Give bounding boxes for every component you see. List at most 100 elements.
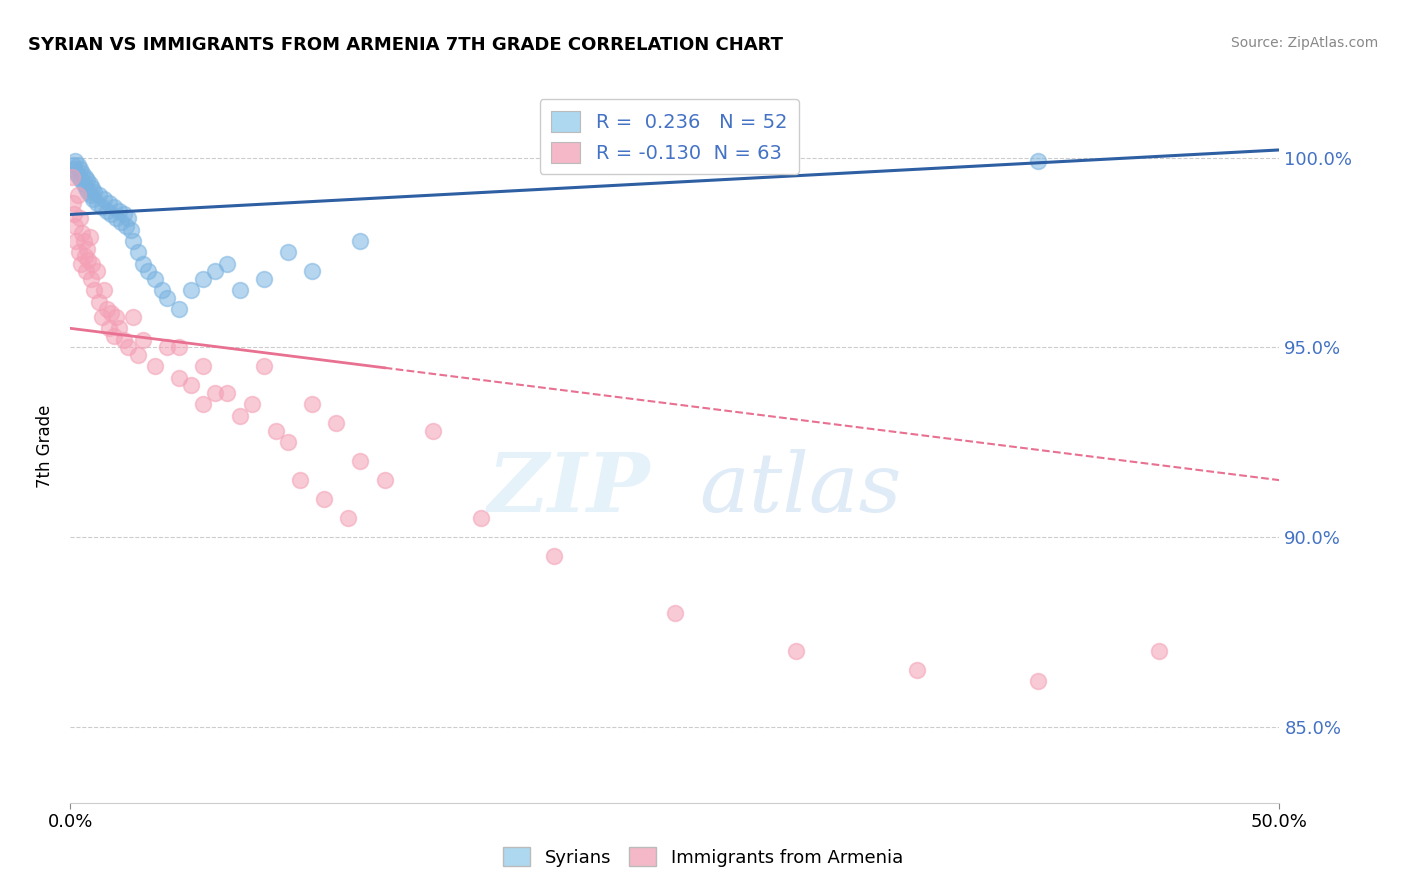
Point xyxy=(204,385,226,400)
Point xyxy=(156,291,179,305)
Point xyxy=(1026,674,1049,689)
Point xyxy=(228,284,250,298)
Point xyxy=(65,234,87,248)
Point xyxy=(105,310,128,324)
Point xyxy=(117,211,139,226)
Y-axis label: 7th Grade: 7th Grade xyxy=(37,404,55,488)
Point xyxy=(63,154,86,169)
Point xyxy=(96,203,118,218)
Point xyxy=(79,230,101,244)
Point xyxy=(77,185,100,199)
Point xyxy=(122,234,145,248)
Point xyxy=(70,173,93,187)
Point xyxy=(301,264,323,278)
Point xyxy=(136,264,159,278)
Point xyxy=(67,169,90,184)
Point xyxy=(253,359,276,374)
Point xyxy=(73,249,96,263)
Point xyxy=(349,234,371,248)
Point xyxy=(83,284,105,298)
Point xyxy=(86,264,108,278)
Point xyxy=(905,663,928,677)
Point xyxy=(301,397,323,411)
Point xyxy=(127,348,149,362)
Point xyxy=(90,310,112,324)
Point xyxy=(79,177,101,191)
Point xyxy=(785,644,807,658)
Point xyxy=(69,211,91,226)
Point xyxy=(422,424,444,438)
Point xyxy=(314,492,336,507)
Text: atlas: atlas xyxy=(699,449,901,529)
Point xyxy=(193,359,215,374)
Point xyxy=(70,257,93,271)
Point xyxy=(72,166,94,180)
Point xyxy=(150,284,173,298)
Point xyxy=(76,173,98,187)
Point xyxy=(63,161,86,176)
Point xyxy=(217,257,239,271)
Point xyxy=(217,385,239,400)
Point xyxy=(167,370,190,384)
Text: SYRIAN VS IMMIGRANTS FROM ARMENIA 7TH GRADE CORRELATION CHART: SYRIAN VS IMMIGRANTS FROM ARMENIA 7TH GR… xyxy=(28,36,783,54)
Point xyxy=(69,161,91,176)
Point xyxy=(204,264,226,278)
Point xyxy=(96,302,118,317)
Point xyxy=(112,207,135,221)
Point xyxy=(374,473,396,487)
Point xyxy=(228,409,250,423)
Point xyxy=(66,158,89,172)
Point xyxy=(72,177,94,191)
Point xyxy=(543,549,565,563)
Point xyxy=(67,245,90,260)
Point xyxy=(103,200,125,214)
Point xyxy=(277,435,299,450)
Point xyxy=(100,306,122,320)
Point xyxy=(253,272,276,286)
Point xyxy=(132,333,155,347)
Point xyxy=(65,166,87,180)
Point xyxy=(80,272,103,286)
Point xyxy=(115,219,138,233)
Point xyxy=(337,511,360,525)
Point xyxy=(127,245,149,260)
Point xyxy=(89,294,111,309)
Point xyxy=(325,416,347,430)
Point xyxy=(72,234,94,248)
Point xyxy=(117,340,139,354)
Point xyxy=(66,188,89,202)
Point xyxy=(470,511,492,525)
Legend: R =  0.236   N = 52, R = -0.130  N = 63: R = 0.236 N = 52, R = -0.130 N = 63 xyxy=(540,99,799,174)
Point xyxy=(105,211,128,226)
Point xyxy=(132,257,155,271)
Point xyxy=(75,181,97,195)
Point xyxy=(80,181,103,195)
Point xyxy=(80,257,103,271)
Point xyxy=(143,272,166,286)
Point xyxy=(193,397,215,411)
Point xyxy=(1026,154,1049,169)
Point xyxy=(143,359,166,374)
Point xyxy=(72,227,94,241)
Point xyxy=(93,284,115,298)
Point xyxy=(93,192,115,206)
Point xyxy=(86,196,108,211)
Point xyxy=(75,264,97,278)
Point xyxy=(167,302,190,317)
Point xyxy=(76,242,98,256)
Point xyxy=(110,215,132,229)
Text: Source: ZipAtlas.com: Source: ZipAtlas.com xyxy=(1230,36,1378,50)
Point xyxy=(60,169,83,184)
Point xyxy=(180,378,202,392)
Point xyxy=(193,272,215,286)
Point xyxy=(112,333,135,347)
Point xyxy=(90,200,112,214)
Point xyxy=(103,329,125,343)
Point xyxy=(63,219,86,233)
Point xyxy=(63,207,86,221)
Point xyxy=(240,397,263,411)
Text: ZIP: ZIP xyxy=(488,449,651,529)
Point xyxy=(277,245,299,260)
Point xyxy=(349,454,371,468)
Point xyxy=(89,188,111,202)
